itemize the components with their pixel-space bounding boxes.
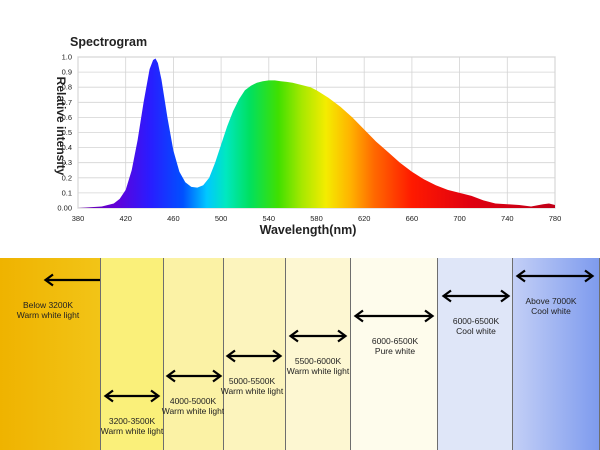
x-axis-label: Wavelength(nm) (260, 223, 357, 237)
y-tick-label: 0.7 (62, 98, 72, 107)
double-arrow-icon (165, 369, 223, 383)
spectrogram-chart: Spectrogram Relative intensity 380 420 460… (54, 35, 562, 237)
double-arrow-icon (225, 349, 283, 363)
y-tick-label: 0.2 (62, 173, 72, 182)
band-label: 6000-6500K Pure white (372, 336, 418, 356)
band-label: 3200-3500K Warm white light (101, 416, 164, 436)
band-description: Pure white (374, 346, 416, 356)
band-temperature: 5500-6000K (294, 356, 342, 366)
band-label: 6000-6500K Cool white (453, 316, 499, 336)
band-description: Warm white light (286, 366, 350, 376)
left-arrow-icon (43, 273, 100, 287)
temperature-band (351, 258, 438, 450)
band-description: Warm white light (161, 406, 225, 416)
x-tick-label: 500 (215, 214, 228, 223)
double-arrow-icon (288, 329, 348, 343)
band-description: Warm white light (100, 426, 164, 436)
color-temperature-scale: Below 3200K Warm white light 3200-3500K War… (0, 258, 600, 450)
temperature-band (224, 258, 286, 450)
x-tick-label: 380 (72, 214, 85, 223)
band-label: Above 7000K Cool white (525, 296, 576, 316)
double-arrow-icon (515, 269, 595, 283)
band-temperature: Above 7000K (525, 296, 577, 306)
x-tick-label: 740 (501, 214, 514, 223)
x-tick-label: 660 (406, 214, 419, 223)
band-temperature: 3200-3500K (108, 416, 156, 426)
chart-title: Spectrogram (70, 35, 147, 49)
band-description: Cool white (456, 326, 496, 336)
band-temperature: 6000-6500K (452, 316, 500, 326)
band-description: Cool white (531, 306, 571, 316)
y-axis-label: Relative intensity (54, 77, 68, 176)
band-temperature: 4000-5000K (169, 396, 217, 406)
temperature-band (286, 258, 351, 450)
band-label: 5000-5500K Warm white light (221, 376, 284, 396)
band-temperature: 5000-5500K (228, 376, 276, 386)
x-axis-ticks: 380 420 460 500 540 580 620 660 700 740 780 (72, 214, 562, 223)
y-tick-label: 0.3 (62, 158, 72, 167)
y-tick-label: 0.00 (57, 204, 72, 213)
temperature-band (0, 258, 101, 450)
y-tick-label: 1.0 (62, 53, 72, 62)
temperature-band (101, 258, 164, 450)
band-description: Warm white light (16, 310, 80, 320)
y-tick-label: 0.4 (62, 143, 72, 152)
x-tick-label: 780 (549, 214, 562, 223)
y-tick-label: 0.1 (62, 188, 72, 197)
temperature-band (513, 258, 600, 450)
x-tick-label: 540 (263, 214, 276, 223)
y-axis-ticks: 0.00 0.1 0.2 0.3 0.4 0.5 0.6 0.7 0.8 0.9 1.0 (57, 53, 72, 213)
x-tick-label: 460 (167, 214, 180, 223)
band-temperature: Below 3200K (22, 300, 74, 310)
temperature-band (164, 258, 224, 450)
band-temperature: 6000-6500K (371, 336, 419, 346)
band-label: Below 3200K Warm white light (17, 300, 80, 320)
y-tick-label: 0.9 (62, 68, 72, 77)
x-tick-label: 700 (453, 214, 466, 223)
x-tick-label: 420 (119, 214, 132, 223)
y-tick-label: 0.6 (62, 113, 72, 122)
double-arrow-icon (441, 289, 511, 303)
temperature-band (438, 258, 513, 450)
band-description: Warm white light (220, 386, 284, 396)
x-tick-label: 580 (310, 214, 323, 223)
spectrum-area (78, 58, 555, 208)
y-tick-label: 0.8 (62, 83, 72, 92)
x-tick-label: 620 (358, 214, 371, 223)
double-arrow-icon (103, 389, 161, 403)
band-label: 5500-6000K Warm white light (287, 356, 350, 376)
band-label: 4000-5000K Warm white light (162, 396, 225, 416)
plot-area (78, 58, 555, 208)
y-tick-label: 0.5 (62, 128, 72, 137)
double-arrow-icon (353, 309, 435, 323)
